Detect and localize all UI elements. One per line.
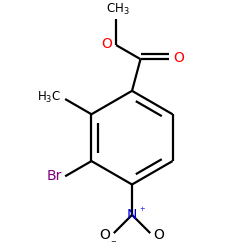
Text: $^+$: $^+$: [138, 206, 146, 216]
Text: O: O: [173, 51, 184, 65]
Text: O: O: [101, 37, 112, 51]
Text: O: O: [154, 228, 164, 242]
Text: CH$_3$: CH$_3$: [106, 2, 129, 16]
Text: O: O: [100, 228, 110, 242]
Text: $^-$: $^-$: [109, 239, 117, 249]
Text: H$_3$C: H$_3$C: [38, 90, 62, 106]
Text: N: N: [127, 208, 137, 222]
Text: Br: Br: [46, 169, 62, 183]
